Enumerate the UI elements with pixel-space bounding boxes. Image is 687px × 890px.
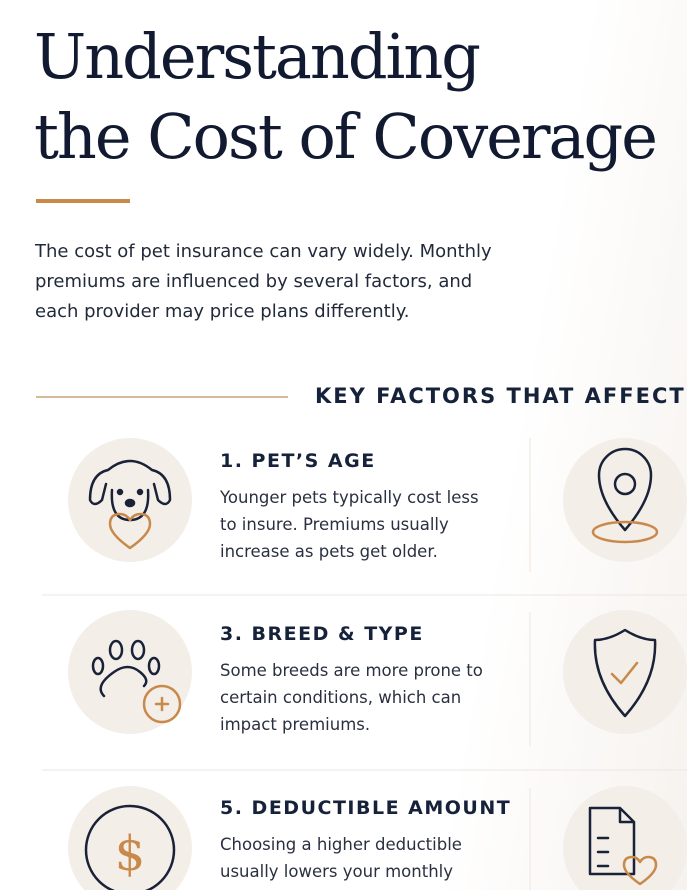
factor-title: 5. DEDUCTIBLE AMOUNT [220,797,512,819]
factor-text: Some breeds are more prone to [220,661,483,680]
factor-title: 1. PET’S AGE [220,450,376,472]
factor-text: to insure. Premiums usually [220,515,449,534]
factor-text: Younger pets typically cost less [220,488,479,507]
factor-text: impact premiums. [220,715,371,734]
intro: premiums are influenced by several facto… [35,271,473,292]
title: the Cost of Coverage [34,100,658,173]
factor-text: Choosing a higher deductible [220,835,462,854]
factor-text: certain conditions, which can [220,688,462,707]
title: Understanding [34,20,481,93]
factor-text: usually lowers your monthly [220,862,453,881]
section-heading: KEY FACTORS THAT AFFECT C [315,384,687,408]
intro: each provider may price plans differentl… [35,301,410,322]
svg-text:$: $ [115,826,146,882]
factor-text: increase as pets get older. [220,542,438,561]
intro: The cost of pet insurance can vary widel… [35,241,492,262]
factor-title: 3. BREED & TYPE [220,623,424,645]
